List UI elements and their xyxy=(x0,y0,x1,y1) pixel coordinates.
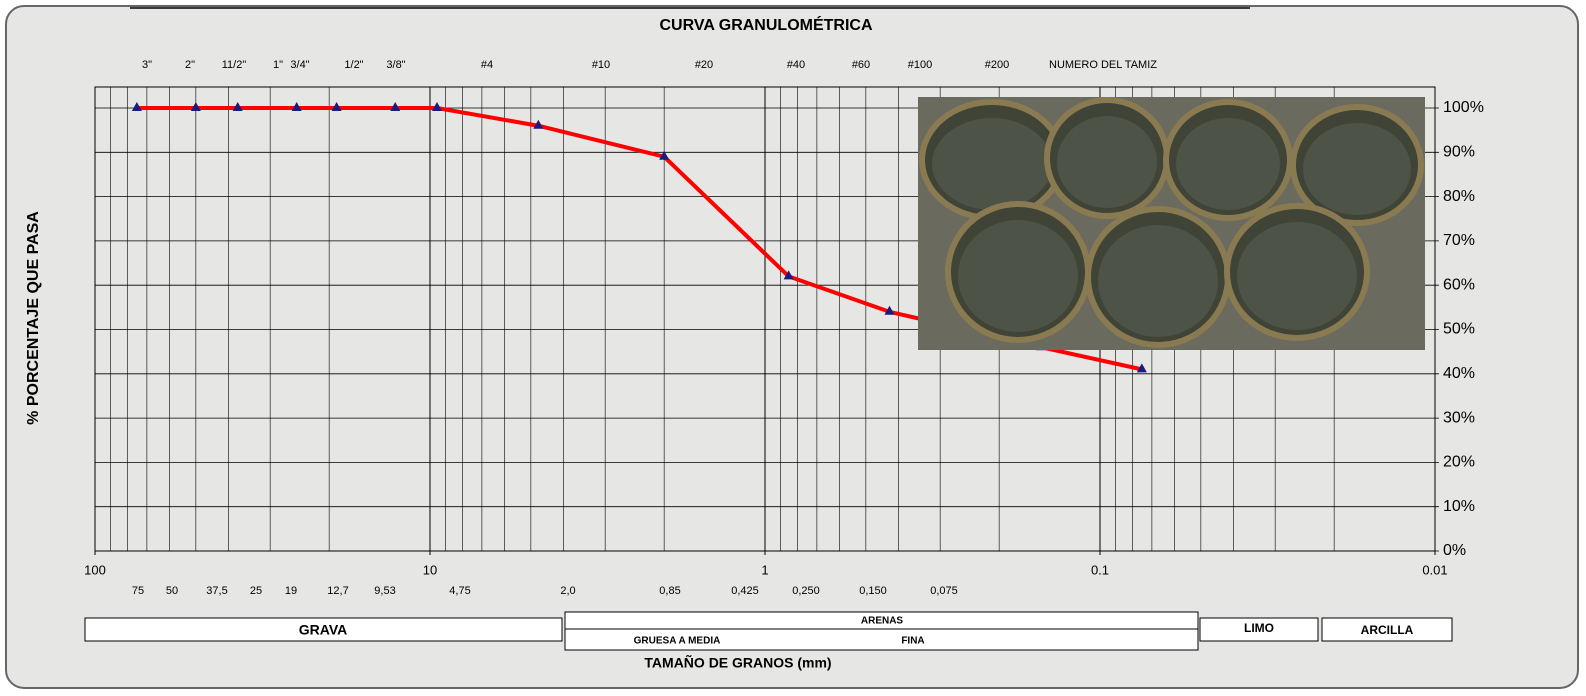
point xyxy=(659,150,670,160)
sieve-mesh xyxy=(1237,222,1357,330)
sieve-label: 3" xyxy=(142,59,152,71)
size-label: 37,5 xyxy=(206,585,227,597)
sieve-label: #4 xyxy=(481,59,493,71)
y-tick-label: 80% xyxy=(1443,188,1475,205)
y-tick-label: 0% xyxy=(1443,542,1466,559)
sieve-label: 1" xyxy=(273,59,283,71)
point xyxy=(232,102,243,111)
point xyxy=(291,102,302,111)
point xyxy=(533,119,544,129)
y-axis-label: % PORCENTAJE QUE PASA xyxy=(25,211,42,425)
y-tick-label: 70% xyxy=(1443,232,1475,249)
sieve-label: 3/4" xyxy=(290,59,309,71)
size-label: 25 xyxy=(250,585,262,597)
x-tick-label: 0.1 xyxy=(1091,562,1109,577)
size-label: 2,0 xyxy=(560,585,575,597)
y-tick-label: 40% xyxy=(1443,365,1475,382)
sieve-label: 2" xyxy=(185,59,195,71)
y-tick-label: 20% xyxy=(1443,454,1475,471)
y-tick-label: 100% xyxy=(1443,99,1484,116)
point xyxy=(1136,363,1147,373)
size-label: 0,85 xyxy=(659,585,680,597)
sieve-mesh xyxy=(958,220,1078,332)
size-label: 0,150 xyxy=(859,585,887,597)
photo xyxy=(918,97,1425,350)
sieve-label: #60 xyxy=(852,59,870,71)
sieve-mesh xyxy=(1176,118,1280,210)
sieve-mesh xyxy=(932,118,1052,210)
sieve-label: 3/8" xyxy=(386,59,405,71)
point xyxy=(331,102,342,111)
sieve-label: 11/2" xyxy=(222,59,247,71)
class-label: ARENAS xyxy=(861,616,904,627)
point xyxy=(884,305,895,315)
x-axis-label: TAMAÑO DE GRANOS (mm) xyxy=(644,654,831,671)
size-label: 0,425 xyxy=(731,585,759,597)
point xyxy=(131,102,142,111)
classification xyxy=(84,611,1453,651)
x-tick-label: 10 xyxy=(423,562,437,577)
size-label: 4,75 xyxy=(449,585,470,597)
sieve-mesh xyxy=(1098,225,1218,337)
arenas-sub-box xyxy=(564,628,1199,651)
point xyxy=(783,270,794,280)
arcilla-box xyxy=(1321,617,1453,642)
point xyxy=(432,102,443,111)
sieve-label: #40 xyxy=(787,59,805,71)
class-label: ARCILLA xyxy=(1361,623,1414,637)
sieve-label: #100 xyxy=(908,59,932,71)
size-label: 50 xyxy=(166,585,178,597)
sieve-mesh xyxy=(1303,123,1411,215)
sieve-label: #20 xyxy=(695,59,713,71)
class-label: FINA xyxy=(901,636,924,647)
class-label: LIMO xyxy=(1244,621,1274,635)
size-label: 75 xyxy=(132,585,144,597)
point xyxy=(390,102,401,111)
limo-box xyxy=(1199,617,1319,642)
chart-title: CURVA GRANULOMÉTRICA xyxy=(659,15,872,34)
sieve-label: 1/2" xyxy=(344,59,363,71)
y-tick-label: 30% xyxy=(1443,409,1475,426)
sieve-header: NUMERO DEL TAMIZ xyxy=(1049,59,1157,71)
grava-box xyxy=(84,617,563,642)
y-tick-label: 60% xyxy=(1443,276,1475,293)
y-tick-label: 50% xyxy=(1443,321,1475,338)
point xyxy=(190,102,201,111)
x-tick-label: 1 xyxy=(761,562,768,577)
x-tick-label: 0.01 xyxy=(1422,562,1447,577)
class-label: GRAVA xyxy=(299,622,347,638)
y-tick-label: 90% xyxy=(1443,144,1475,161)
size-label: 19 xyxy=(285,585,297,597)
y-tick-label: 10% xyxy=(1443,498,1475,515)
x-tick-label: 100 xyxy=(84,562,106,577)
size-label: 9,53 xyxy=(374,585,395,597)
class-label: GRUESA A MEDIA xyxy=(634,636,721,647)
size-label: 0,250 xyxy=(792,585,820,597)
size-label: 12,7 xyxy=(327,585,348,597)
size-label: 0,075 xyxy=(930,585,958,597)
sieve-mesh xyxy=(1057,116,1157,208)
sieve-label: #200 xyxy=(985,59,1009,71)
sieve-label: #10 xyxy=(592,59,610,71)
